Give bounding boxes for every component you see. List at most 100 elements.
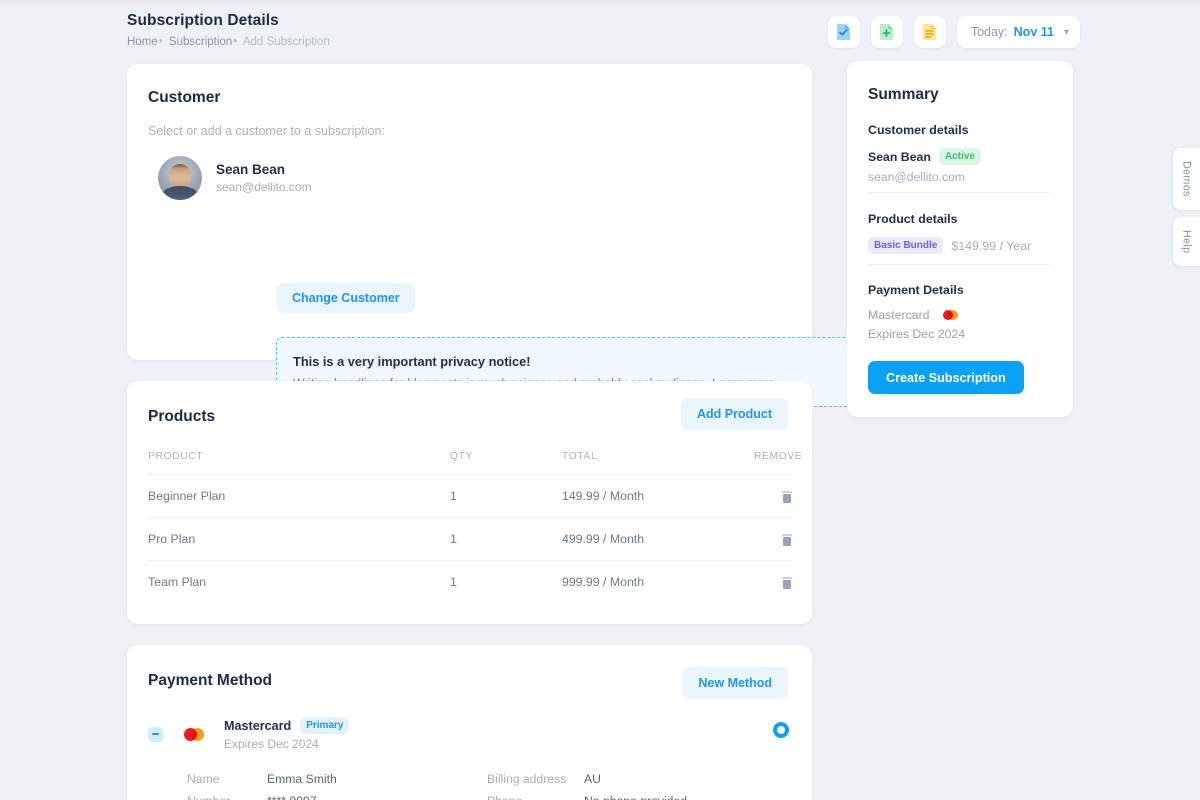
side-tabs: Demos Help <box>1173 148 1200 267</box>
payment-details-left-column: Name Emma Smith Number **** 0007 <box>187 772 487 800</box>
summary-payment-card: Mastercard <box>868 308 930 322</box>
summary-customer-name: Sean Bean <box>868 149 931 164</box>
detail-row: Billing address AU <box>487 772 787 794</box>
cell-qty: 1 <box>450 489 457 503</box>
customer-section-title: Customer <box>148 89 221 106</box>
document-add-button[interactable] <box>870 16 903 48</box>
new-method-button[interactable]: New Method <box>682 667 788 699</box>
breadcrumb-separator: • <box>233 36 238 48</box>
products-section-title: Products <box>148 408 216 425</box>
table-header-row: PRODUCT QTY TOTAL REMOVE <box>148 451 803 474</box>
create-subscription-button[interactable]: Create Subscription <box>868 361 1024 394</box>
table-row: Team Plan 1 999.99 / Month <box>148 560 792 603</box>
detail-value: No phone provided <box>584 794 687 800</box>
detail-value: AU <box>584 772 601 786</box>
summary-product-heading: Product details <box>868 212 958 226</box>
cell-product: Team Plan <box>148 575 207 589</box>
side-tab-demos-label: Demos <box>1180 161 1193 197</box>
breadcrumb-item-subscription[interactable]: Subscription <box>168 36 233 48</box>
detail-row: Name Emma Smith <box>187 772 487 794</box>
summary-card: Summary Customer details Sean Bean Activ… <box>847 61 1073 417</box>
side-tab-demos[interactable]: Demos <box>1173 148 1200 210</box>
detail-row: Number **** 0007 <box>187 794 487 800</box>
summary-customer-email: sean@dellito.com <box>868 170 966 184</box>
breadcrumb: Home• Subscription• Add Subscription <box>127 36 330 48</box>
selected-customer: Sean Bean sean@dellito.com <box>158 156 312 200</box>
cell-total: 149.99 / Month <box>562 489 645 503</box>
document-lines-button[interactable] <box>913 16 946 48</box>
summary-customer-block: Customer details Sean Bean Active sean@d… <box>868 123 1052 184</box>
cell-product: Beginner Plan <box>148 489 226 503</box>
breadcrumb-item-home[interactable]: Home <box>127 36 158 48</box>
customer-card: Customer Select or add a customer to a s… <box>127 64 920 407</box>
summary-payment-expiry: Expires Dec 2024 <box>868 327 966 341</box>
page-title: Subscription Details <box>127 12 279 29</box>
trash-icon <box>782 576 792 589</box>
mastercard-icon <box>942 309 961 321</box>
payment-method-info: Mastercard Primary Expires Dec 2024 <box>224 717 350 751</box>
column-header-remove: REMOVE <box>754 451 803 462</box>
cell-qty: 1 <box>450 532 457 546</box>
detail-key: Name <box>187 772 220 786</box>
detail-key: Phone <box>487 794 584 800</box>
page-header: Subscription Details Home• Subscription•… <box>127 12 330 48</box>
trash-icon <box>782 533 792 546</box>
breadcrumb-item-add-subscription: Add Subscription <box>242 36 330 48</box>
date-picker-label: Today: <box>970 25 1008 39</box>
minus-icon <box>152 733 159 735</box>
cell-product: Pro Plan <box>148 532 196 546</box>
summary-product-line: Basic Bundle $149.99 / Year <box>868 237 1052 254</box>
change-customer-button[interactable]: Change Customer <box>277 283 415 313</box>
date-picker-value: Nov 11 <box>1013 25 1054 39</box>
collapse-toggle-button[interactable] <box>148 726 163 742</box>
remove-product-button[interactable] <box>754 532 792 546</box>
payment-method-section-title: Payment Method <box>148 672 273 689</box>
column-header-product: PRODUCT <box>148 451 204 462</box>
payment-method-card: Payment Method New Method Mastercard Pri… <box>127 645 812 800</box>
summary-product-price: $149.99 / Year <box>951 238 1032 253</box>
document-check-button[interactable] <box>827 16 860 48</box>
top-toolbar: Today: Nov 11 ▾ <box>827 16 1080 48</box>
divider <box>868 264 1052 265</box>
breadcrumb-separator: • <box>158 36 163 48</box>
table-row: Beginner Plan 1 149.99 / Month <box>148 474 792 517</box>
customer-identity: Sean Bean sean@dellito.com <box>216 162 312 194</box>
products-table: PRODUCT QTY TOTAL REMOVE Beginner Plan 1… <box>148 451 803 603</box>
summary-payment-card-line: Mastercard <box>868 308 1052 322</box>
privacy-notice-title: This is a very important privacy notice! <box>293 354 531 369</box>
table-row: Pro Plan 1 499.99 / Month <box>148 517 792 560</box>
payment-method-row: Mastercard Primary Expires Dec 2024 <box>148 717 792 751</box>
cell-total: 499.99 / Month <box>562 532 645 546</box>
chevron-down-icon: ▾ <box>1063 26 1069 38</box>
summary-customer-line: Sean Bean Active <box>868 148 1052 165</box>
document-check-icon <box>837 24 851 40</box>
products-table-body: Beginner Plan 1 149.99 / Month Pro Plan … <box>148 474 792 603</box>
customer-subtitle: Select or add a customer to a subscripti… <box>148 124 385 138</box>
products-card: Products Add Product PRODUCT QTY TOTAL R… <box>127 381 812 624</box>
customer-name: Sean Bean <box>216 162 286 177</box>
product-badge: Basic Bundle <box>868 237 944 254</box>
side-tab-help-label: Help <box>1180 229 1193 254</box>
payment-method-details: Name Emma Smith Number **** 0007 Billing… <box>187 772 787 800</box>
payment-details-right-column: Billing address AU Phone No phone provid… <box>487 772 787 800</box>
trash-icon <box>782 490 792 503</box>
payment-method-name-line: Mastercard Primary <box>224 717 350 734</box>
detail-value: Emma Smith <box>267 772 337 786</box>
status-badge: Active <box>938 148 981 165</box>
add-product-button[interactable]: Add Product <box>681 398 788 430</box>
summary-product-block: Product details Basic Bundle $149.99 / Y… <box>868 212 1052 254</box>
document-add-icon <box>880 24 894 40</box>
status-badge: Primary <box>300 717 350 734</box>
payment-method-radio[interactable] <box>773 722 789 738</box>
payment-method-name: Mastercard <box>224 718 292 733</box>
column-header-total: TOTAL <box>562 451 598 462</box>
side-tab-help[interactable]: Help <box>1173 216 1200 267</box>
document-lines-icon <box>923 24 937 40</box>
remove-product-button[interactable] <box>754 575 792 589</box>
summary-payment-block: Payment Details Mastercard Expires Dec 2… <box>868 283 1052 341</box>
date-picker[interactable]: Today: Nov 11 ▾ <box>956 16 1080 48</box>
remove-product-button[interactable] <box>754 489 792 503</box>
detail-key: Number <box>187 794 267 800</box>
summary-customer-heading: Customer details <box>868 123 969 137</box>
